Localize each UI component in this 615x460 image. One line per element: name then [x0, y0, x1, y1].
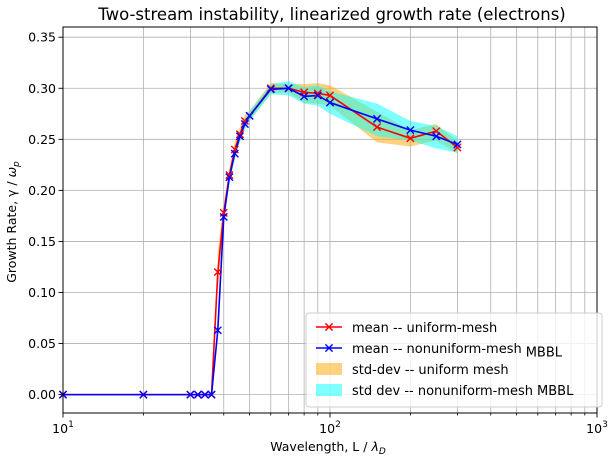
y-tick-label: 0.15 — [28, 234, 56, 249]
legend-std-nonuniform-swatch — [316, 384, 342, 396]
y-tick-label: 0.20 — [28, 183, 56, 198]
mean-nonuniform-point — [225, 173, 234, 182]
mean-nonuniform-point — [139, 390, 148, 399]
mean-nonuniform-point — [432, 132, 441, 141]
x-tick-label: 102 — [319, 420, 341, 436]
mean-nonuniform-point — [453, 140, 462, 149]
legend-mean-nonuniform-suffix: MBBL — [526, 346, 563, 361]
y-axis-label: Growth Rate, γ / ωp — [4, 161, 22, 283]
mean-uniform-point — [266, 84, 275, 93]
legend-std-uniform-swatch — [316, 363, 342, 375]
mean-nonuniform-point — [406, 126, 415, 135]
y-tick-label: 0.10 — [28, 285, 56, 300]
y-tick-label: 0.05 — [28, 336, 56, 351]
mean-uniform-point — [235, 130, 245, 139]
y-tick-label: 0.00 — [28, 387, 56, 402]
x-tick-label: 103 — [586, 420, 608, 436]
y-tick-label: 0.35 — [28, 30, 56, 45]
mean-nonuniform-point — [284, 84, 293, 93]
x-axis-label: Wavelength, L / λD — [270, 439, 386, 457]
mean-nonuniform-point — [200, 390, 209, 399]
mean-nonuniform-point — [245, 111, 254, 120]
mean-uniform-point — [372, 122, 382, 132]
mean-uniform-point — [213, 267, 222, 277]
legend-mean-uniform-marker — [324, 322, 334, 332]
legend-mean-nonuniform-label: mean -- nonuniform-mesh — [352, 342, 522, 357]
mean-nonuniform-point — [235, 132, 245, 141]
legend-std-uniform-label: std-dev -- uniform mesh — [352, 363, 509, 378]
mean-nonuniform-point — [266, 85, 275, 94]
y-tick-label: 0.30 — [28, 81, 56, 96]
mean-uniform-point — [325, 91, 335, 100]
std-dev-nonuniform-band — [217, 81, 458, 339]
mean-nonuniform-line — [63, 87, 458, 396]
mean-nonuniform-point — [372, 114, 382, 123]
mean-nonuniform-point — [300, 92, 309, 101]
mean-uniform-point — [225, 170, 234, 180]
mean-nonuniform-point — [186, 390, 195, 399]
x-tick-label: 101 — [52, 420, 74, 436]
mean-uniform-point — [453, 143, 462, 152]
mean-nonuniform-point — [230, 149, 239, 158]
legend-mean-nonuniform-marker — [324, 343, 334, 353]
mean-uniform-point — [406, 134, 415, 143]
legend-std-nonuniform-label: std dev -- nonuniform-mesh — [352, 384, 533, 399]
chart-title: Two-stream instability, linearized growt… — [97, 5, 566, 24]
legend-std-nonuniform-suffix: MBBL — [537, 384, 574, 399]
mean-nonuniform-point — [219, 212, 228, 222]
mean-uniform-point — [313, 89, 322, 98]
mean-nonuniform-point — [325, 98, 335, 107]
mean-nonuniform-point — [193, 390, 202, 399]
mean-nonuniform-point — [313, 91, 322, 100]
legend-box — [305, 312, 603, 408]
mean-nonuniform-point — [207, 390, 216, 399]
mean-nonuniform-point — [213, 326, 222, 335]
y-tick-label: 0.25 — [28, 132, 56, 147]
mean-nonuniform-point — [240, 119, 249, 129]
legend-mean-uniform-label: mean -- uniform-mesh — [352, 321, 497, 336]
